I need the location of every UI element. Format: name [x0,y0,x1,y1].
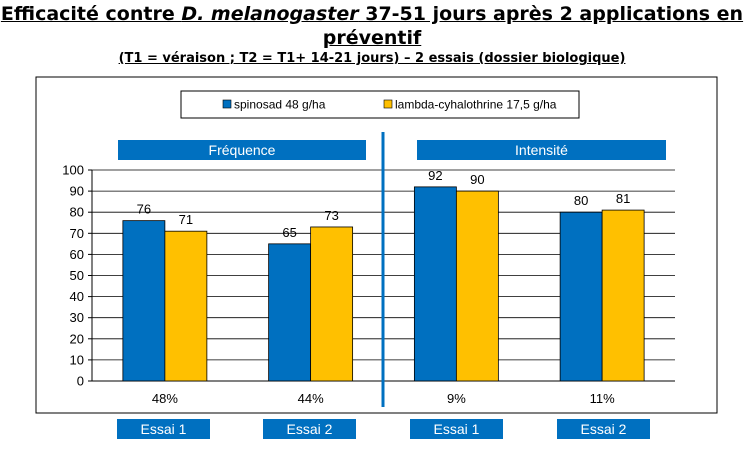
title-species: D. melanogaster [181,3,359,25]
data-label: 76 [137,202,151,217]
essai-label-1: Essai 1 [117,419,210,439]
chart-title: Efficacité contre D. melanogaster 37-51 … [0,2,744,26]
chart-title-line2: préventif [322,27,422,49]
category-label: 9% [447,391,466,406]
y-tick-label: 60 [70,247,84,262]
data-label: 81 [616,191,630,206]
bar [559,211,603,382]
data-label: 71 [179,212,193,227]
legend-swatch [383,99,393,109]
chart-subtitle: (T1 = véraison ; T2 = T1+ 14-21 jours) –… [118,51,626,66]
data-label: 65 [282,225,296,240]
legend-swatch [222,99,232,109]
bar [122,220,166,382]
legend-label: spinosad 48 g/ha [234,98,326,112]
essai-label-2: Essai 2 [263,419,356,439]
y-tick-label: 90 [70,184,84,199]
panel-label-frequence: Fréquence [118,140,366,160]
category-label: 11% [590,391,615,406]
data-label: 73 [324,208,338,223]
y-tick-label: 20 [70,331,84,346]
y-tick-label: 0 [77,374,84,389]
category-label: 44% [298,391,324,406]
category-label: 48% [152,391,178,406]
bar [413,186,457,382]
essai-label-4: Essai 2 [557,419,650,439]
bar [310,226,354,382]
essai-label-3: Essai 1 [410,419,503,439]
bar [601,209,645,382]
data-label: 80 [574,193,588,208]
title-suffix: 37-51 jours après 2 applications en [358,3,744,25]
y-tick-label: 50 [70,268,84,283]
legend-label: lambda-cyhalothrine 17,5 g/ha [395,98,557,112]
y-tick-label: 100 [62,163,84,178]
y-tick-label: 80 [70,205,84,220]
y-tick-label: 40 [70,289,84,304]
y-tick-label: 70 [70,226,84,241]
data-label: 92 [428,168,442,183]
y-tick-label: 10 [70,352,84,367]
bar [164,230,208,382]
panel-label-intensite: Intensité [417,140,666,160]
title-prefix: Efficacité contre [0,3,182,25]
y-tick-label: 30 [70,310,84,325]
bar [268,243,312,382]
data-label: 90 [470,172,484,187]
legend-box [180,90,580,119]
bar [455,190,499,382]
